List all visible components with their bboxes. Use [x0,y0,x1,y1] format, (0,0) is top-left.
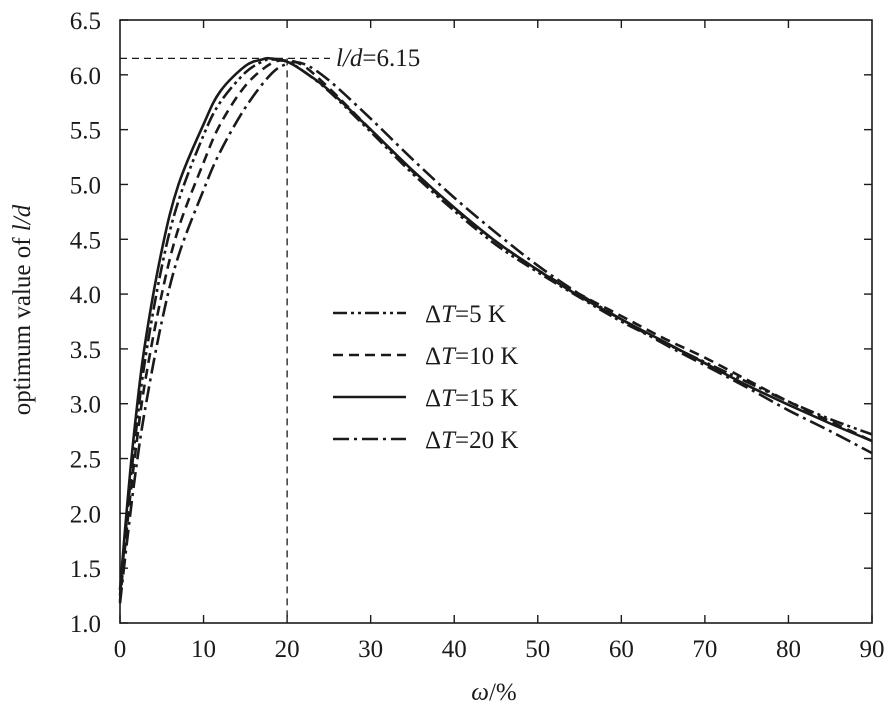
x-tick-label: 40 [442,636,467,663]
plot-frame [119,19,873,624]
legend-rest: =20 K [455,427,518,454]
x-tick-label: 60 [609,636,634,663]
legend-label-4: ΔT=20 K [425,427,518,454]
legend-rest: =15 K [455,385,518,412]
legend-rest: =5 K [455,301,506,328]
x-tick-label: 0 [114,636,127,663]
ticks: 0 10 20 30 40 50 60 70 80 90 1.0 1.5 2.0 2.5 3.0 3.5 4.0… [70,8,885,663]
annotation-value: =6.15 [362,45,420,72]
legend-italic: T [441,427,457,454]
series-line-2 [118,59,873,602]
y-tick-label: 6.0 [70,63,101,90]
y-tick-label: 5.0 [70,172,101,199]
y-tick-label: 4.5 [70,227,101,254]
y-tick-label: 4.0 [70,282,101,309]
legend-delta: Δ [425,385,441,412]
series-line-4 [118,60,873,604]
y-tick-label: 5.5 [70,118,101,145]
x-axis-unit: /% [489,679,517,706]
guide-lines [120,57,330,623]
legend-label-2: ΔT=10 K [425,343,518,370]
series-line-3 [118,56,873,591]
y-tick-label: 2.5 [70,447,101,474]
legend-label-1: ΔT=5 K [425,301,506,328]
y-tick-label: 1.5 [70,556,101,583]
y-tick-label: 1.0 [70,611,101,638]
x-tick-label: 70 [692,636,717,663]
legend-delta: Δ [425,427,441,454]
legend-rest: =10 K [455,343,518,370]
annotation-italic: l/d [336,45,363,72]
series-lines [118,56,873,604]
y-tick-label: 6.5 [70,8,101,35]
legend-italic: T [441,385,457,412]
annotation-label: l/d=6.15 [336,45,420,72]
legend-italic: T [441,343,457,370]
x-axis-symbol: ω [471,679,489,706]
x-tick-label: 90 [860,636,885,663]
x-tick-label: 30 [358,636,383,663]
legend: ΔT=5 KΔT=10 KΔT=15 KΔT=20 K [333,301,518,454]
y-tick-label: 3.5 [70,337,101,364]
x-tick-label: 80 [776,636,801,663]
axes [119,19,873,624]
x-tick-label: 10 [191,636,216,663]
y-axis-italic: l/d [9,204,36,231]
y-axis-prefix: optimum value of [9,231,36,415]
x-tick-label: 20 [275,636,300,663]
legend-delta: Δ [425,301,441,328]
y-axis-title: optimum value of l/d [9,204,36,415]
y-tick-label: 2.0 [70,501,101,528]
x-tick-label: 50 [525,636,550,663]
x-axis-title: ω/% [471,679,516,706]
legend-label-3: ΔT=15 K [425,385,518,412]
legend-delta: Δ [425,343,441,370]
y-tick-label: 3.0 [70,392,101,419]
legend-italic: T [441,301,457,328]
